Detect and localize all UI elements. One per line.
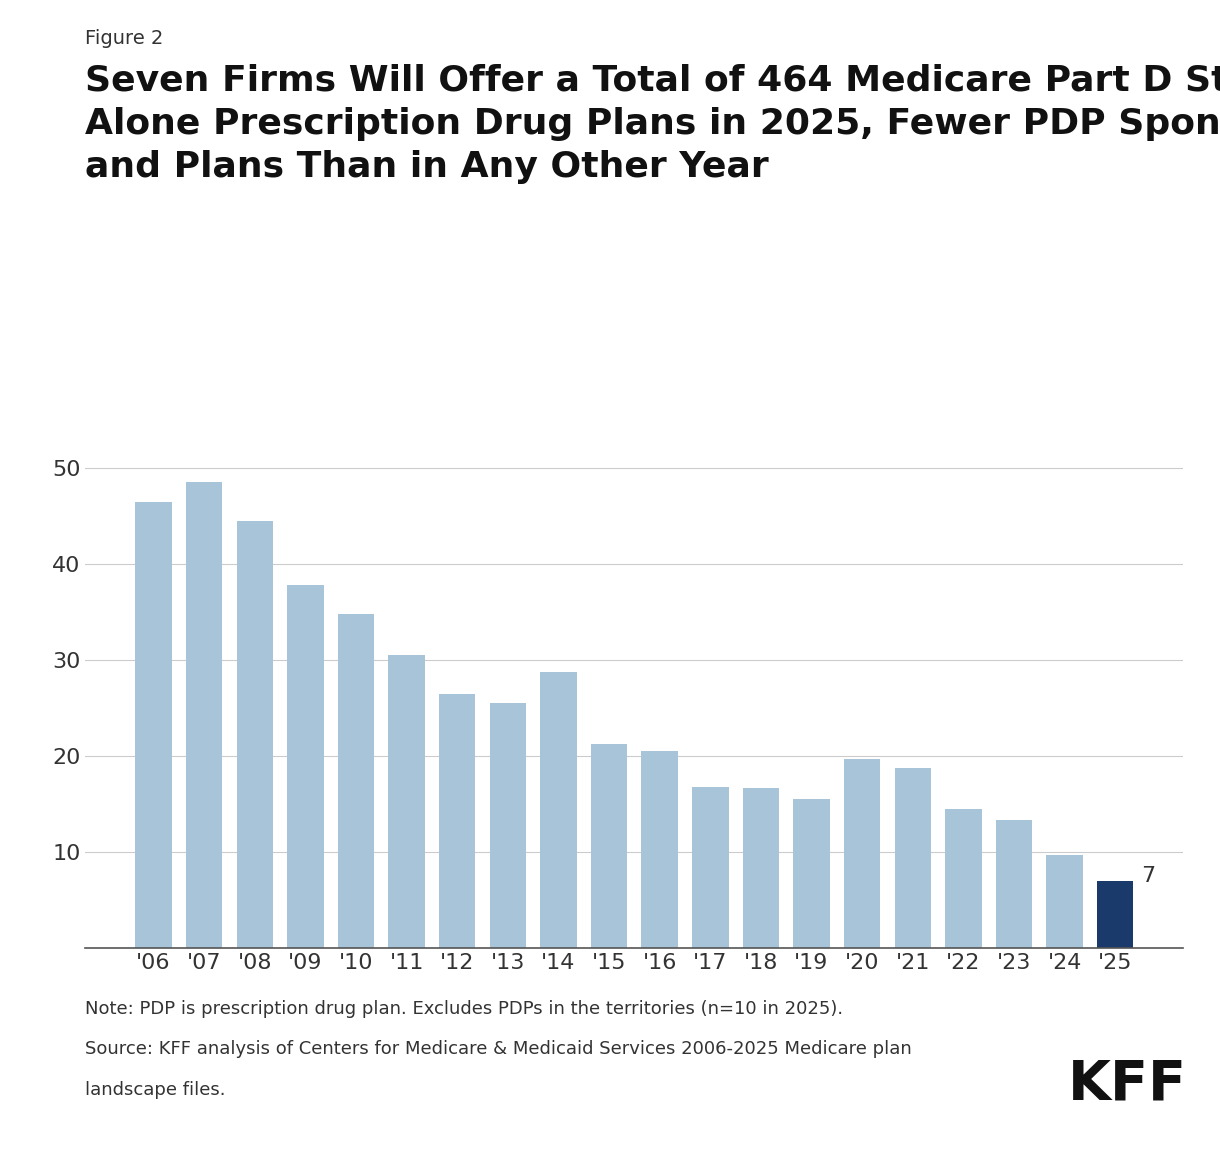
Bar — [844, 758, 881, 948]
Text: landscape files.: landscape files. — [85, 1081, 226, 1099]
Text: Note: PDP is prescription drug plan. Excludes PDPs in the territories (n=10 in 2: Note: PDP is prescription drug plan. Exc… — [85, 1000, 843, 1018]
Bar — [388, 655, 425, 948]
Bar — [1047, 854, 1083, 948]
Bar — [338, 614, 375, 948]
Text: KFF: KFF — [1068, 1058, 1187, 1112]
Bar — [894, 769, 931, 948]
Bar — [135, 502, 172, 948]
Bar — [996, 821, 1032, 948]
Bar — [946, 809, 982, 948]
Bar — [642, 751, 678, 948]
Bar — [692, 787, 728, 948]
Bar — [590, 743, 627, 948]
Bar — [793, 799, 830, 948]
Bar — [185, 482, 222, 948]
Bar — [1097, 881, 1133, 948]
Bar — [439, 694, 476, 948]
Bar — [540, 672, 577, 948]
Text: Source: KFF analysis of Centers for Medicare & Medicaid Services 2006-2025 Medic: Source: KFF analysis of Centers for Medi… — [85, 1040, 913, 1059]
Bar — [489, 703, 526, 948]
Text: Figure 2: Figure 2 — [85, 29, 163, 47]
Bar — [237, 521, 273, 948]
Text: Seven Firms Will Offer a Total of 464 Medicare Part D Stand-
Alone Prescription : Seven Firms Will Offer a Total of 464 Me… — [85, 64, 1220, 185]
Bar — [743, 787, 780, 948]
Bar — [287, 585, 323, 948]
Text: 7: 7 — [1142, 866, 1155, 885]
